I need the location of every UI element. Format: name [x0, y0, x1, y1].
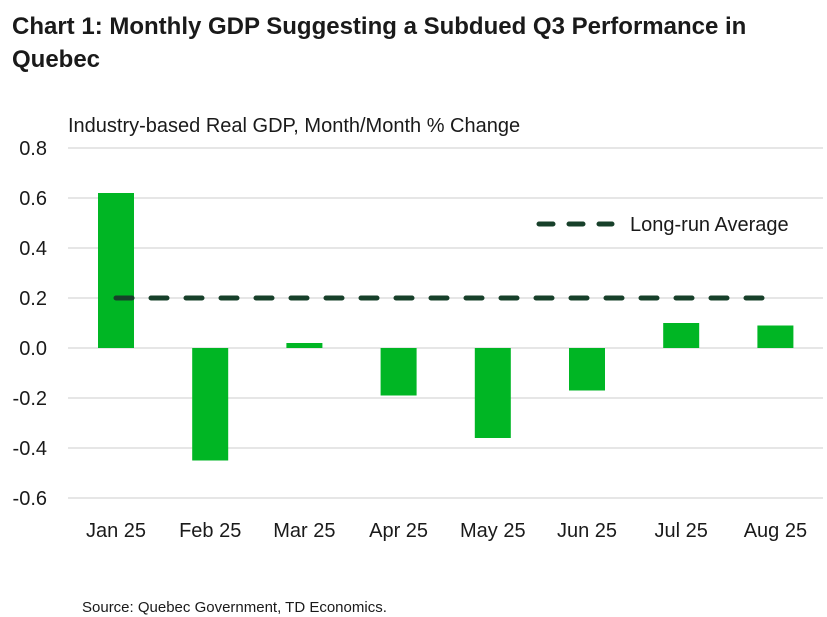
bar-jan-25 — [98, 193, 134, 348]
legend-label: Long-run Average — [630, 214, 789, 236]
y-tick-label: 0.6 — [19, 188, 47, 210]
bar-jun-25 — [569, 348, 605, 391]
bar-mar-25 — [286, 343, 323, 348]
bar-may-25 — [474, 348, 511, 438]
y-tick-label: 0.8 — [19, 138, 47, 160]
source-note: Source: Quebec Government, TD Economics. — [82, 599, 387, 616]
bar-aug-25 — [757, 325, 794, 348]
y-tick-label: -0.6 — [13, 488, 47, 510]
x-tick-label: Jan 25 — [86, 520, 146, 542]
y-tick-label: 0.2 — [19, 288, 47, 310]
bar-apr-25 — [380, 348, 417, 396]
x-tick-label: Jun 25 — [557, 520, 617, 542]
x-tick-label: May 25 — [460, 520, 526, 542]
x-tick-label: Apr 25 — [369, 520, 428, 542]
bar-feb-25 — [192, 348, 229, 461]
bar-jul-25 — [663, 323, 700, 348]
y-tick-label: 0.4 — [19, 238, 47, 260]
subtitle: Industry-based Real GDP, Month/Month % C… — [68, 115, 520, 137]
x-tick-label: Aug 25 — [744, 520, 807, 542]
x-tick-label: Mar 25 — [273, 520, 335, 542]
y-tick-label: -0.2 — [13, 388, 47, 410]
y-tick-label: 0.0 — [19, 338, 47, 360]
x-tick-label: Jul 25 — [655, 520, 708, 542]
x-tick-label: Feb 25 — [179, 520, 241, 542]
chart-title: Chart 1: Monthly GDP Suggesting a Subdue… — [12, 13, 747, 73]
y-tick-label: -0.4 — [13, 438, 47, 460]
